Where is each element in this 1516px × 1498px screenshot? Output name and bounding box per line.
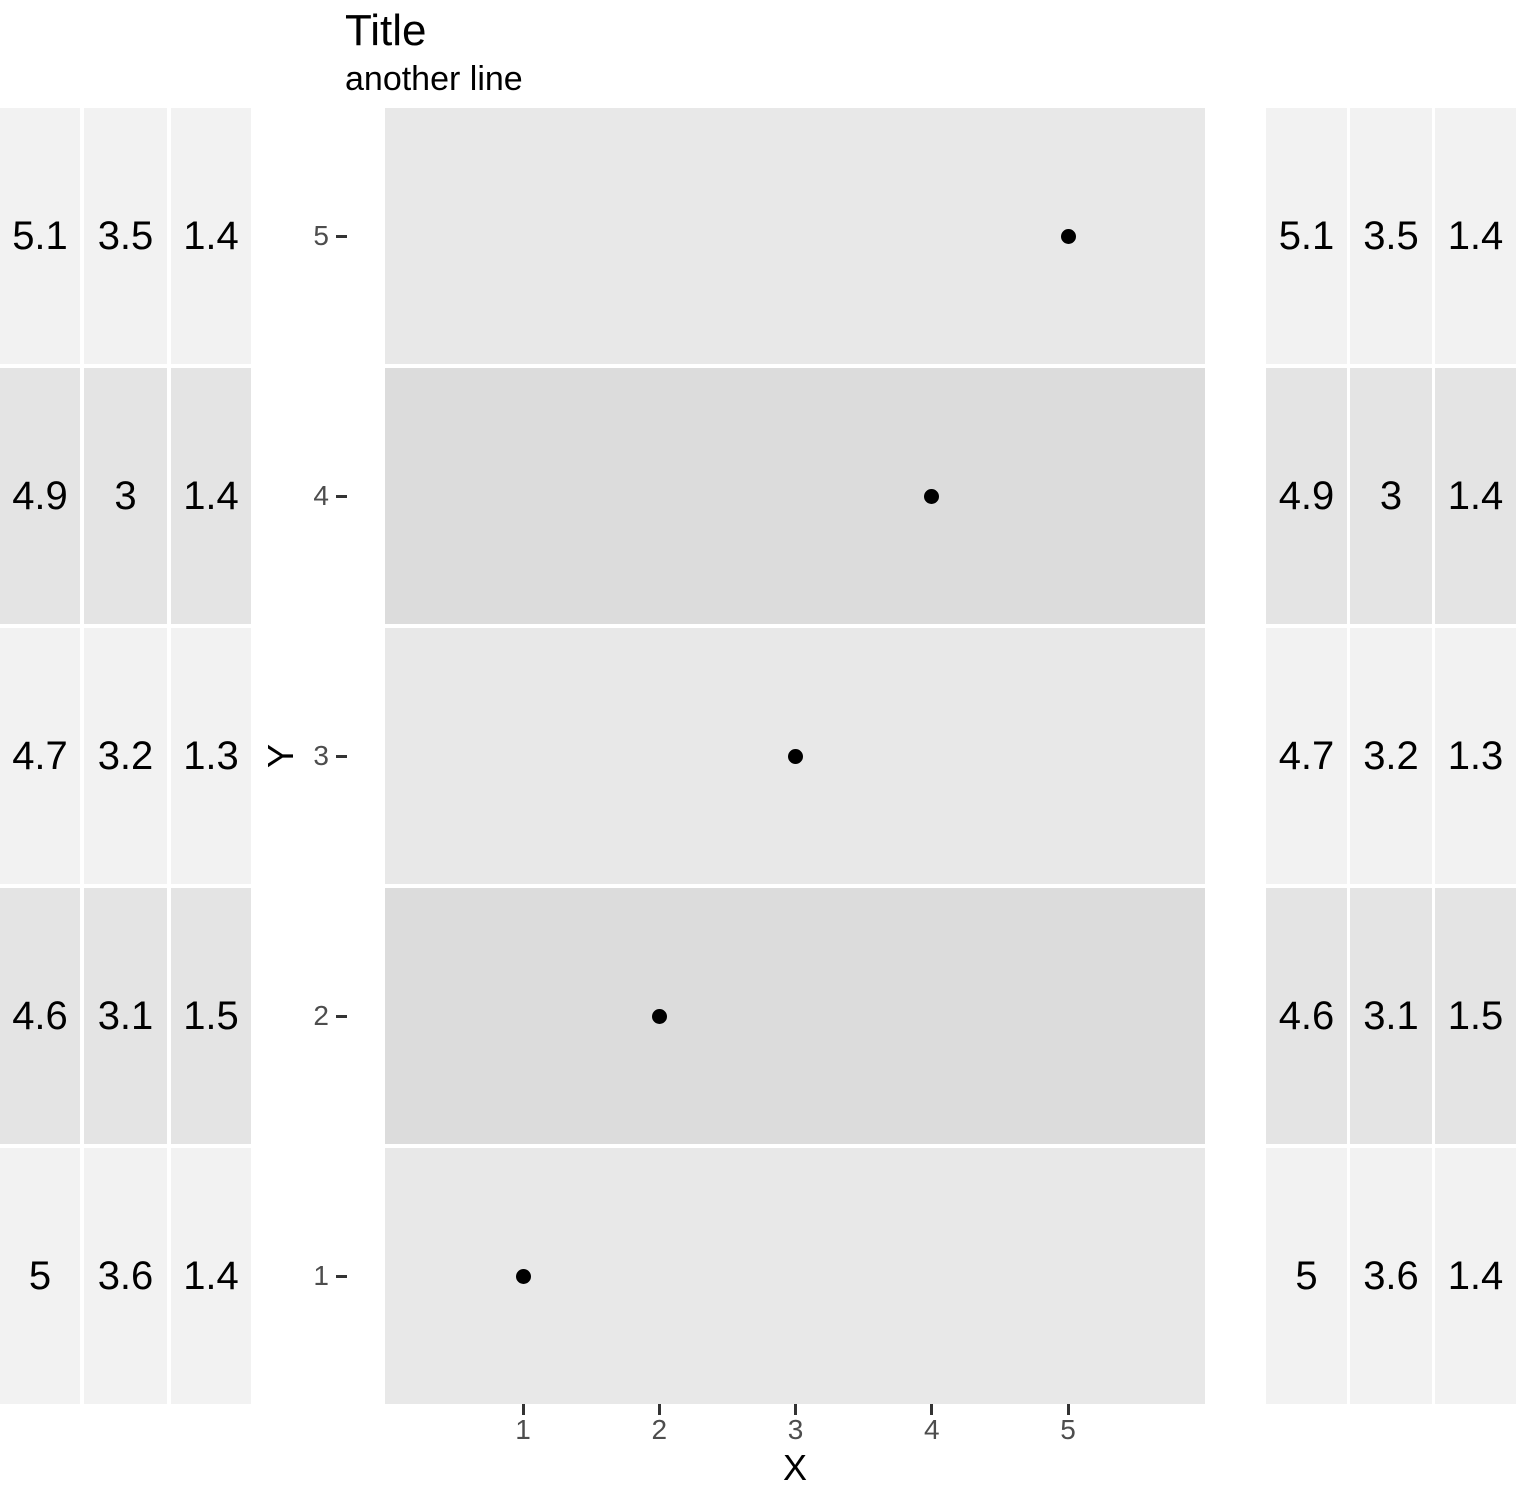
x-tick-mark — [930, 1404, 934, 1415]
y-tick-mark — [336, 1275, 347, 1278]
right-table-cell: 4.9 — [1266, 368, 1347, 624]
x-tick-label: 1 — [515, 1414, 531, 1445]
panel-band — [385, 108, 1205, 364]
y-tick-label: 3 — [313, 740, 329, 771]
left-table-cell: 4.7 — [0, 628, 80, 884]
y-tick-label: 1 — [313, 1260, 329, 1291]
data-point — [1060, 228, 1076, 244]
x-tick-mark — [1066, 1404, 1070, 1415]
right-table-cell: 1.4 — [1435, 368, 1516, 624]
right-table-cell: 1.4 — [1435, 1148, 1516, 1404]
left-table-cell: 3.1 — [84, 888, 167, 1144]
left-table-cell: 3 — [84, 368, 167, 624]
x-tick-label: 2 — [651, 1414, 668, 1445]
panel-band — [385, 368, 1205, 624]
right-table-cell: 5 — [1266, 1148, 1347, 1404]
x-tick-mark — [521, 1404, 525, 1415]
left-table-cell: 1.5 — [171, 888, 251, 1144]
right-table-cell: 3.5 — [1350, 108, 1432, 364]
data-point — [788, 748, 803, 764]
left-table-cell: 4.6 — [0, 888, 80, 1144]
left-table-cell: 1.4 — [171, 108, 251, 364]
right-table-cell: 3.1 — [1350, 888, 1432, 1144]
chart-title: Title — [345, 6, 427, 55]
left-table-cell: 1.4 — [171, 368, 251, 624]
right-table-cell: 4.6 — [1266, 888, 1347, 1144]
data-point — [515, 1268, 531, 1284]
y-tick-mark — [336, 235, 347, 238]
y-tick-label: 4 — [313, 480, 329, 511]
right-table-cell: 5.1 — [1266, 108, 1347, 364]
left-table-cell: 1.4 — [171, 1148, 251, 1404]
right-table-cell: 3.2 — [1350, 628, 1432, 884]
y-tick-mark — [336, 1015, 347, 1018]
x-tick-mark — [657, 1404, 661, 1415]
left-table-cell: 3.2 — [84, 628, 167, 884]
right-table-cell: 1.3 — [1435, 628, 1516, 884]
left-table-cell: 3.5 — [84, 108, 167, 364]
y-tick-mark — [336, 755, 347, 758]
right-table-cell: 1.4 — [1435, 108, 1516, 364]
x-tick-label: 3 — [787, 1414, 804, 1445]
x-tick-label: 5 — [1060, 1414, 1076, 1445]
panel-band — [385, 1148, 1205, 1404]
right-table-cell: 4.7 — [1266, 628, 1347, 884]
chart-subtitle: another line — [345, 60, 523, 98]
panel-band — [385, 888, 1205, 1144]
x-tick-label: 4 — [923, 1414, 940, 1445]
left-table-cell: 4.9 — [0, 368, 80, 624]
right-table-cell: 3.6 — [1350, 1148, 1432, 1404]
data-point — [651, 1008, 667, 1024]
data-point — [924, 488, 940, 504]
y-axis-title: Y — [260, 744, 301, 769]
left-table-cell: 3.6 — [84, 1148, 167, 1404]
y-tick-label: 5 — [313, 220, 329, 251]
left-table-cell: 5.1 — [0, 108, 80, 364]
y-tick-label: 2 — [313, 1000, 329, 1031]
right-table-cell: 3 — [1350, 368, 1432, 624]
x-axis-title: X — [782, 1447, 807, 1488]
left-table-cell: 5 — [0, 1148, 80, 1404]
y-tick-mark — [336, 495, 347, 498]
right-table-cell: 1.5 — [1435, 888, 1516, 1144]
left-table-cell: 1.3 — [171, 628, 251, 884]
x-tick-mark — [794, 1404, 797, 1415]
